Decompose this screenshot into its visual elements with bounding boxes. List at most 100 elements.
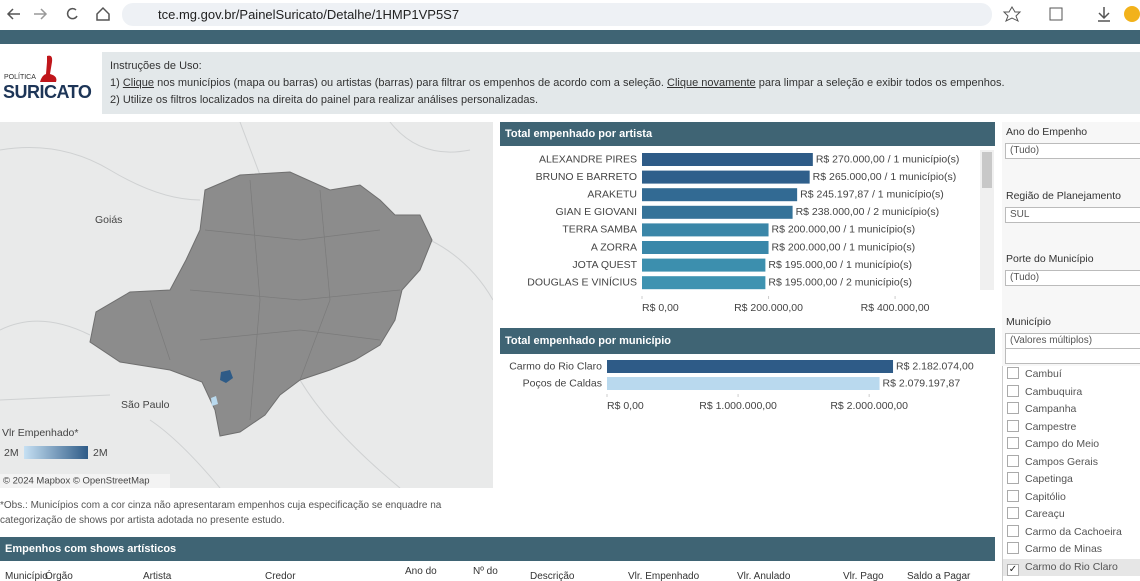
column-header[interactable]: Ano do xyxy=(405,566,437,577)
note: *Obs.: Municípios com a cor cinza não ap… xyxy=(0,500,442,526)
bar[interactable] xyxy=(642,223,769,237)
municipality-chart: Carmo do Rio Claro R$ 2.182.074,00 Poços d… xyxy=(509,360,974,412)
list-item[interactable]: Cambuí xyxy=(1003,366,1140,384)
column-header[interactable]: Nº do xyxy=(473,566,498,577)
list-item[interactable]: Campos Gerais xyxy=(1003,454,1140,472)
column-header[interactable]: Vlr. Empenhado xyxy=(628,571,700,581)
list-item[interactable]: Capetinga xyxy=(1003,471,1140,489)
search-box[interactable] xyxy=(1005,348,1140,364)
category-label[interactable]: JOTA QUEST xyxy=(572,259,637,271)
list-item-label: Carmo do Rio Claro xyxy=(1025,560,1118,573)
value-label: R$ 195.000,00 / 1 município(s) xyxy=(768,259,912,271)
column-header[interactable]: Saldo a Pagar xyxy=(907,571,971,581)
logo-shape xyxy=(40,55,57,82)
category-label[interactable]: A ZORRA xyxy=(591,241,637,253)
browser-toolbar: tce.mg.gov.br/PainelSuricato/Detalhe/1HM… xyxy=(0,0,1140,31)
text: nos municípios (mapa ou barras) ou artis… xyxy=(154,77,667,89)
list-item-label: Carmo de Minas xyxy=(1025,543,1103,555)
map-label: Goiás xyxy=(95,214,122,226)
bar[interactable] xyxy=(607,377,880,390)
legend-title: Vlr Empenhado* xyxy=(2,427,78,439)
map-label: São Paulo xyxy=(121,399,170,411)
list-item[interactable]: Campo do Meio xyxy=(1003,436,1140,454)
checkbox[interactable] xyxy=(1007,489,1019,502)
category-label[interactable]: DOUGLAS E VINÍCIUS xyxy=(527,275,637,288)
column-header[interactable]: Vlr. Pago xyxy=(843,571,884,581)
bar[interactable] xyxy=(642,153,813,166)
category-label[interactable]: ARAKETU xyxy=(587,188,637,200)
bar[interactable] xyxy=(642,205,793,219)
list-item[interactable]: Carmo da Cachoeira xyxy=(1003,524,1140,542)
checkbox[interactable] xyxy=(1007,542,1019,554)
checkbox[interactable] xyxy=(1007,472,1019,484)
checkbox[interactable] xyxy=(1007,524,1019,537)
bar[interactable] xyxy=(642,188,798,202)
list-item-label: Cambuquira xyxy=(1025,385,1083,398)
address-bar[interactable] xyxy=(122,3,992,26)
back-button[interactable] xyxy=(6,8,20,20)
checkbox[interactable] xyxy=(1007,454,1019,467)
reload-button[interactable] xyxy=(66,7,78,20)
column-header[interactable]: Município xyxy=(5,571,48,581)
download-button[interactable] xyxy=(1098,7,1110,22)
checkbox[interactable] xyxy=(1007,384,1019,397)
checkbox[interactable] xyxy=(1007,419,1019,432)
instructions-panel: Instruções de Uso: 1) Clique nos municíp… xyxy=(102,52,1140,114)
scrollbar-thumb[interactable] xyxy=(982,152,992,188)
checkbox[interactable] xyxy=(1007,507,1019,519)
category-label[interactable]: GIAN E GIOVANI xyxy=(556,206,638,218)
filter-label: Ano do Empenho xyxy=(1006,126,1088,138)
list-item[interactable]: Capitólio xyxy=(1003,489,1140,507)
list-item[interactable]: Campestre xyxy=(1003,419,1140,437)
category-label[interactable]: Poços de Caldas xyxy=(523,377,602,389)
municipality-highlight[interactable] xyxy=(211,396,218,406)
list-item-label: Careaçu xyxy=(1025,508,1065,520)
checkbox[interactable] xyxy=(1007,367,1019,379)
list-item-label: Carmo da Cachoeira xyxy=(1025,525,1122,538)
bar[interactable] xyxy=(642,241,769,254)
column-header[interactable]: Descrição xyxy=(530,571,575,581)
category-label[interactable]: BRUNO E BARRETO xyxy=(536,171,637,183)
instructions-title: Instruções de Uso: xyxy=(110,60,202,72)
filter-dropdown[interactable]: (Tudo) xyxy=(1005,143,1140,159)
checkbox[interactable] xyxy=(1007,437,1019,449)
table-header: Empenhos com shows artísticos xyxy=(0,537,995,561)
bar[interactable] xyxy=(607,360,894,373)
list-item[interactable]: ✓ Carmo do Rio Claro xyxy=(1003,558,1140,576)
column-header[interactable]: Órgão xyxy=(45,571,73,581)
filter-dropdown[interactable]: SUL xyxy=(1005,207,1140,223)
extensions-button[interactable] xyxy=(1049,7,1063,21)
x-tick-label: R$ 0,00 xyxy=(642,302,679,314)
municipality-list: Cambuí Cambuquira Campanha Campestre Campo d… xyxy=(1002,366,1140,581)
category-label[interactable]: ALEXANDRE PIRES xyxy=(539,153,637,165)
checkbox[interactable] xyxy=(1007,402,1019,414)
profile-button[interactable] xyxy=(1124,6,1140,22)
value-label: R$ 200.000,00 / 1 município(s) xyxy=(772,224,916,236)
list-item[interactable]: Campanha xyxy=(1003,401,1140,419)
x-tick-label: R$ 0,00 xyxy=(607,400,644,412)
value-label: R$ 195.000,00 / 2 município(s) xyxy=(768,276,912,288)
municipality-highlight[interactable] xyxy=(220,370,233,383)
forward-button[interactable] xyxy=(34,8,48,20)
category-label[interactable]: Carmo do Rio Claro xyxy=(509,360,602,372)
filter-dropdown[interactable]: (Valores múltiplos) xyxy=(1005,333,1140,349)
list-item[interactable]: Cambuquira xyxy=(1003,384,1140,402)
value-label: R$ 200.000,00 / 1 município(s) xyxy=(772,241,916,253)
bar[interactable] xyxy=(642,276,766,290)
list-item[interactable]: Careaçu xyxy=(1003,506,1140,524)
list-item[interactable]: Carmo de Minas xyxy=(1003,541,1140,559)
column-header[interactable]: Artista xyxy=(143,571,172,581)
link-text: Clique novamente xyxy=(667,77,756,89)
value-label: R$ 2.182.074,00 xyxy=(896,360,974,372)
bar[interactable] xyxy=(642,170,810,184)
home-button[interactable] xyxy=(96,6,110,21)
column-header[interactable]: Credor xyxy=(265,571,296,581)
checkbox[interactable]: ✓ xyxy=(1007,563,1019,576)
category-label[interactable]: TERRA SAMBA xyxy=(562,224,637,236)
value-label: R$ 265.000,00 / 1 município(s) xyxy=(813,171,957,183)
filter-dropdown[interactable]: (Tudo) xyxy=(1005,270,1140,286)
bookmark-button[interactable] xyxy=(1002,6,1022,23)
bar[interactable] xyxy=(642,258,766,272)
column-header[interactable]: Vlr. Anulado xyxy=(737,571,791,581)
text: para limpar a seleção e exibir todos os … xyxy=(755,77,1005,89)
